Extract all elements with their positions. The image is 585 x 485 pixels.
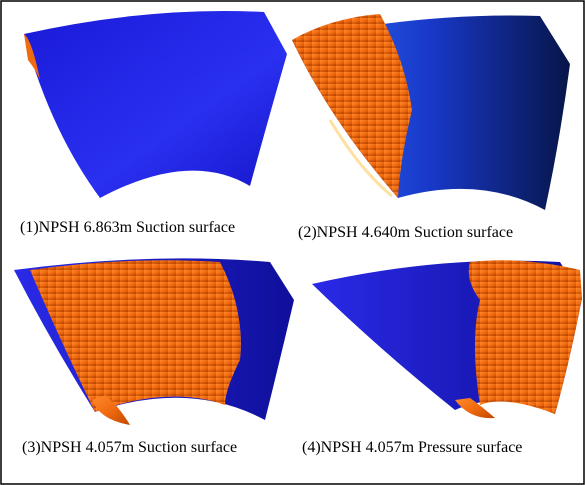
caption: (1)NPSH 6.863m Suction surface — [20, 219, 235, 236]
figure: (1)NPSH 6.863m Suction surface (2)NPSH 4… — [0, 0, 585, 485]
caption: (4)NPSH 4.057m Pressure surface — [302, 439, 522, 456]
caption: (2)NPSH 4.640m Suction surface — [298, 224, 513, 241]
caption: (3)NPSH 4.057m Suction surface — [22, 439, 237, 456]
